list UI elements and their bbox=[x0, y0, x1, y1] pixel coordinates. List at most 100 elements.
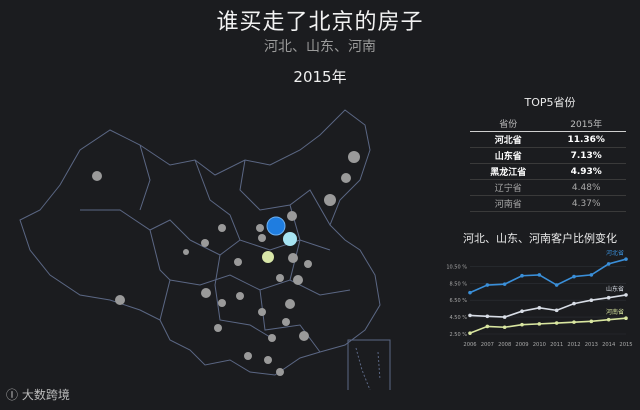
data-point bbox=[606, 295, 611, 300]
province-line bbox=[80, 209, 191, 241]
series-line bbox=[469, 294, 627, 318]
data-point bbox=[554, 283, 559, 287]
series-label: 河南省 bbox=[606, 308, 624, 316]
province-cell: 辽宁省 bbox=[470, 179, 547, 196]
data-point bbox=[537, 306, 542, 310]
data-point bbox=[624, 293, 628, 297]
bubble bbox=[299, 331, 309, 341]
x-tick-label: 2014 bbox=[602, 342, 616, 348]
china-bubble-map bbox=[19, 109, 391, 390]
province-cell: 黑龙江省 bbox=[470, 163, 547, 180]
data-point bbox=[572, 274, 576, 279]
y-tick-label: 4.50 % bbox=[450, 315, 468, 321]
table-row: 辽宁省 4.48% bbox=[470, 179, 626, 196]
line-chart: 2.50 % 4.50 % 6.50 % 8.50 % 10.50 % 2006 2007 2… bbox=[446, 250, 632, 348]
data-point bbox=[485, 283, 490, 287]
data-point bbox=[468, 290, 472, 295]
data-point bbox=[520, 322, 524, 327]
bubble bbox=[234, 258, 242, 266]
table-row: 河北省 11.36% bbox=[470, 131, 626, 148]
data-point bbox=[520, 309, 524, 313]
year-label: 2015年 bbox=[293, 68, 347, 86]
data-point bbox=[468, 313, 472, 318]
data-point bbox=[606, 317, 611, 322]
data-point bbox=[606, 262, 611, 266]
x-tick-label: 2013 bbox=[585, 342, 598, 348]
y-tick-label: 8.50 % bbox=[450, 281, 468, 287]
china-border bbox=[19, 109, 381, 376]
data-point bbox=[554, 308, 559, 313]
table-row: 河南省 4.37% bbox=[470, 195, 626, 212]
data-point bbox=[468, 331, 472, 335]
logo-icon: Ⓘ bbox=[6, 388, 22, 402]
data-point bbox=[520, 273, 524, 278]
data-point bbox=[502, 282, 507, 286]
province-cell: 河北省 bbox=[470, 131, 547, 148]
bubble bbox=[287, 211, 297, 221]
page-subtitle: 河北、山东、河南 bbox=[264, 39, 376, 55]
bubble bbox=[236, 292, 244, 300]
brand-name: 大数跨境 bbox=[21, 388, 70, 402]
bubble bbox=[268, 334, 276, 342]
bubble bbox=[293, 275, 303, 285]
col-province: 省份 bbox=[470, 116, 547, 132]
bubble bbox=[348, 151, 360, 163]
bubble bbox=[244, 352, 252, 360]
data-point bbox=[589, 319, 594, 324]
bubble bbox=[324, 194, 336, 206]
data-point bbox=[502, 325, 507, 330]
bubble bbox=[258, 308, 266, 316]
x-tick-label: 2007 bbox=[481, 342, 494, 348]
bubble bbox=[256, 224, 264, 232]
bubble bbox=[304, 260, 312, 268]
bubble bbox=[183, 249, 189, 255]
bubble bbox=[276, 274, 284, 282]
province-line bbox=[149, 229, 171, 321]
data-point bbox=[554, 321, 559, 325]
value-cell: 4.93% bbox=[546, 163, 626, 180]
series-line bbox=[469, 258, 627, 294]
data-point bbox=[537, 322, 542, 326]
y-tick-label: 6.50 % bbox=[450, 298, 468, 304]
value-cell: 11.36% bbox=[546, 131, 626, 148]
table-row: 黑龙江省 4.93% bbox=[470, 163, 626, 180]
bubble-shandong bbox=[283, 232, 297, 246]
value-cell: 4.37% bbox=[546, 195, 626, 212]
x-tick-label: 2015 bbox=[619, 342, 632, 348]
province-cell: 河南省 bbox=[470, 195, 547, 212]
bubble bbox=[201, 288, 211, 298]
province-cell: 山东省 bbox=[470, 147, 547, 164]
bubble bbox=[258, 234, 266, 242]
province-line bbox=[214, 254, 276, 341]
bubble bbox=[264, 356, 272, 364]
y-tick-label: 10.50 % bbox=[446, 264, 467, 270]
bubble bbox=[218, 224, 226, 232]
bubble bbox=[115, 295, 125, 305]
south-sea-islands bbox=[355, 347, 381, 390]
province-line bbox=[139, 144, 151, 211]
data-point bbox=[624, 257, 628, 261]
x-tick-label: 2010 bbox=[533, 342, 546, 348]
series-line bbox=[469, 317, 627, 334]
data-point bbox=[572, 301, 576, 306]
map-outline bbox=[19, 109, 391, 390]
bubble bbox=[282, 318, 290, 326]
brand-logo: Ⓘ 大数跨境 bbox=[6, 386, 70, 403]
bubble-hebei bbox=[266, 216, 286, 236]
series-label: 山东省 bbox=[606, 285, 624, 293]
data-point bbox=[589, 298, 594, 303]
bubble bbox=[288, 253, 298, 263]
value-cell: 4.48% bbox=[546, 179, 626, 196]
data-point bbox=[485, 324, 490, 329]
top5-table: 省份 2015年 河北省 11.36% 山东省 7.13% 黑龙江省 4.93%… bbox=[470, 116, 626, 212]
x-tick-label: 2006 bbox=[463, 342, 476, 348]
col-year: 2015年 bbox=[546, 116, 626, 132]
top5-title: TOP5省份 bbox=[524, 96, 576, 109]
table-row: 山东省 7.13% bbox=[470, 147, 626, 164]
x-tick-label: 2009 bbox=[515, 342, 528, 348]
x-tick-label: 2011 bbox=[550, 342, 563, 348]
top5-header-row: 省份 2015年 bbox=[470, 116, 626, 132]
highlight-bubbles bbox=[262, 216, 297, 263]
bubble bbox=[276, 368, 284, 376]
bubble-henan bbox=[262, 251, 274, 263]
